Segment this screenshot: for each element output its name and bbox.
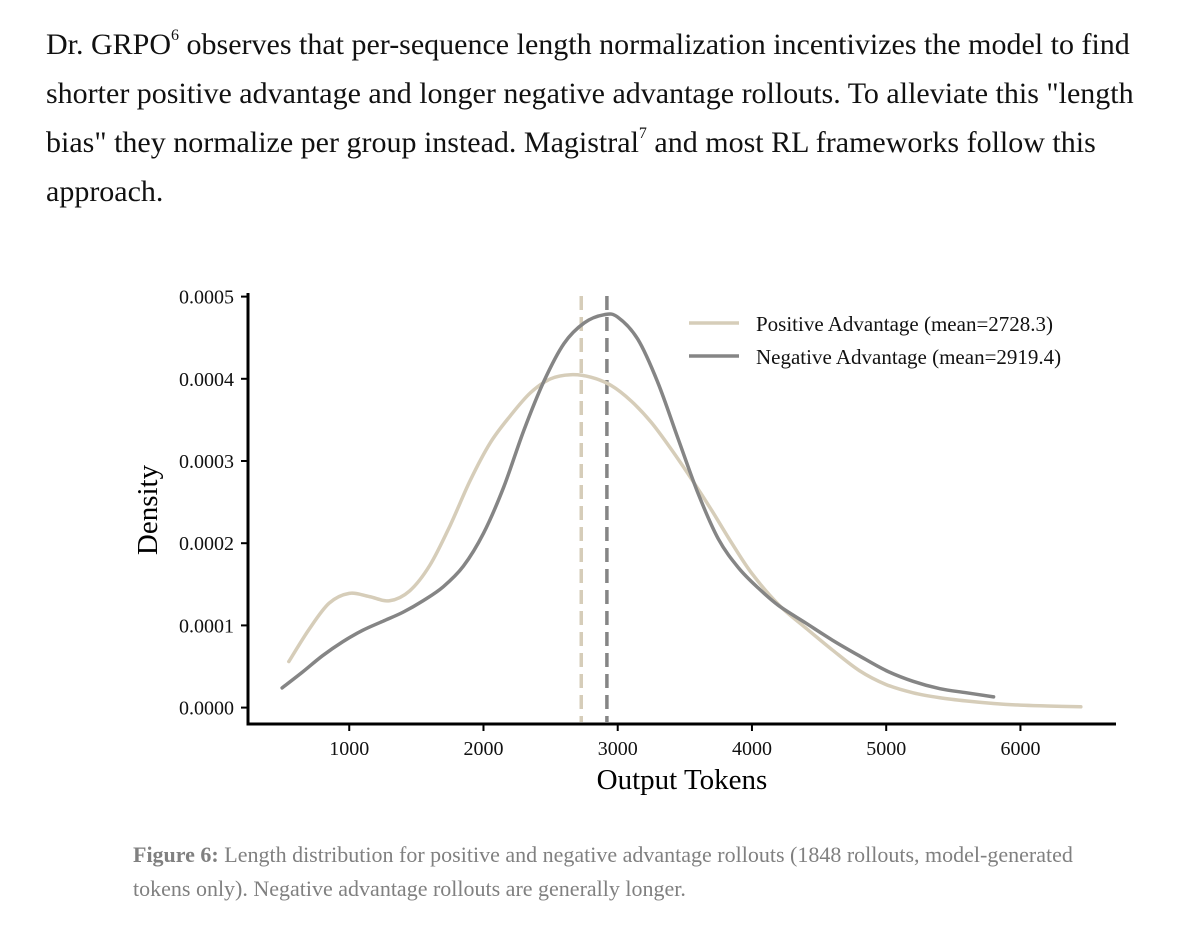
x-axis-label: Output Tokens (597, 764, 768, 796)
density-chart: 0.0000 0.0001 0.0002 0.0003 0.0004 0.0005 100… (132, 287, 1116, 796)
caption-label: Figure 6: (133, 842, 219, 867)
y-tick-label: 0.0003 (179, 451, 234, 473)
y-axis-label: Density (132, 464, 164, 555)
x-tick-label: 5000 (866, 738, 906, 760)
legend: Positive Advantage (mean=2728.3) Negativ… (689, 312, 1061, 369)
y-tick-label: 0.0001 (179, 615, 234, 637)
series-line-positive (287, 372, 1083, 709)
x-tick-label: 6000 (1000, 738, 1040, 760)
footnote-ref-7[interactable]: 7 (638, 125, 647, 142)
mean-lines (579, 296, 609, 722)
series-line-negative (280, 312, 996, 699)
legend-label-negative: Negative Advantage (mean=2919.4) (756, 345, 1061, 369)
series-lines (280, 312, 1083, 709)
body-paragraph: Dr. GRPO6 observes that per-sequence len… (46, 20, 1176, 216)
y-tick-label: 0.0002 (179, 533, 234, 555)
para-part-3: and most RL frameworks follow this appro… (46, 126, 1096, 208)
y-axis-ticks: 0.0000 0.0001 0.0002 0.0003 0.0004 0.0005 (179, 287, 248, 720)
y-tick-label: 0.0005 (179, 287, 234, 309)
footnote-ref-6[interactable]: 6 (171, 27, 180, 44)
para-part-2: observes that per-sequence length normal… (46, 28, 1134, 159)
caption-text: Length distribution for positive and neg… (133, 842, 1073, 901)
y-tick-label: 0.0004 (179, 369, 234, 391)
legend-label-positive: Positive Advantage (mean=2728.3) (756, 312, 1053, 336)
para-part-1: Dr. GRPO (46, 28, 172, 61)
x-tick-label: 2000 (463, 738, 503, 760)
x-tick-label: 3000 (598, 738, 638, 760)
x-tick-label: 1000 (329, 738, 369, 760)
y-tick-label: 0.0000 (179, 698, 234, 720)
x-axis-ticks: 1000 2000 3000 4000 5000 6000 (329, 724, 1040, 760)
x-tick-label: 4000 (732, 738, 772, 760)
figure-caption: Figure 6: Length distribution for positi… (133, 838, 1113, 906)
